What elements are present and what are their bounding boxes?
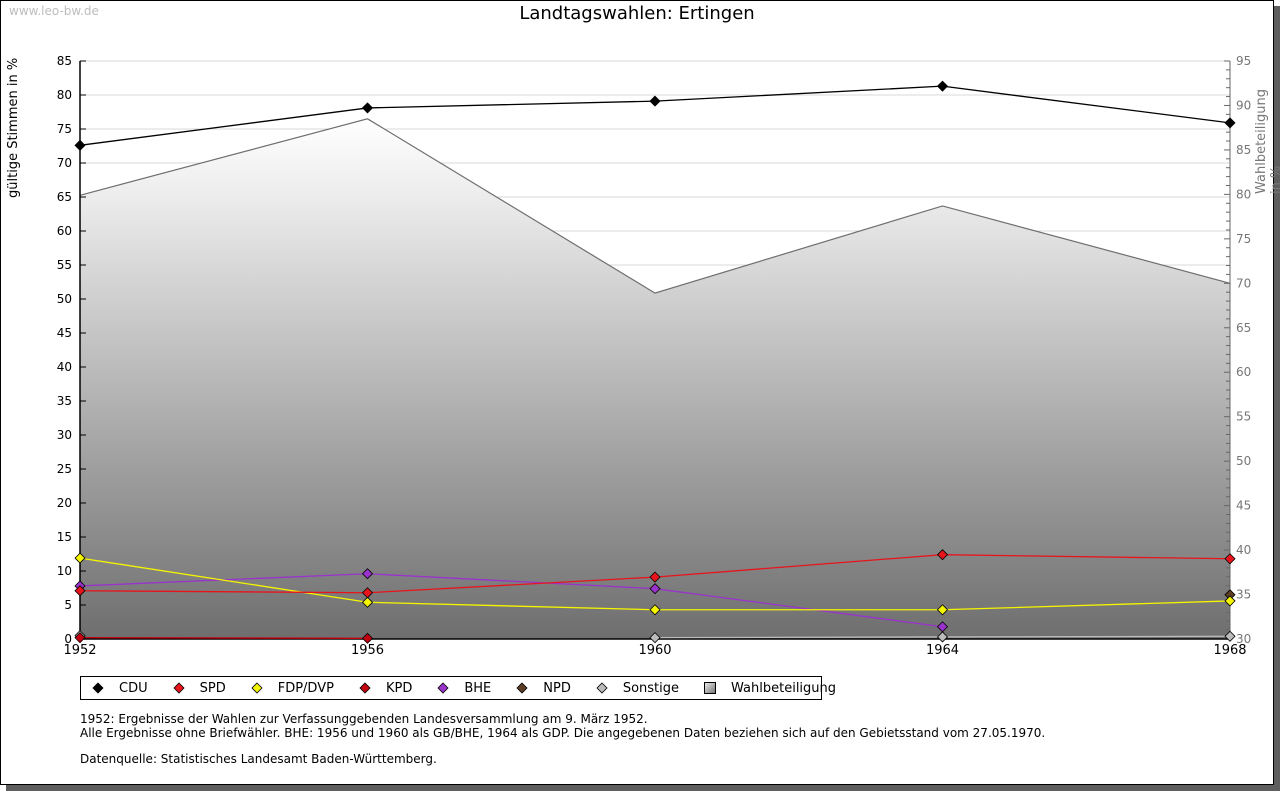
turnout-line bbox=[79, 118, 1231, 294]
legend-item-npd: NPD bbox=[515, 681, 571, 696]
x-tick-label: 1960 bbox=[638, 643, 671, 658]
y-tick-label-right: 50 bbox=[1236, 454, 1251, 468]
cdu-point bbox=[649, 95, 661, 107]
y-tick-label-right: 60 bbox=[1236, 365, 1251, 379]
y-tick-label-right: 95 bbox=[1236, 54, 1251, 68]
diamond-marker-icon bbox=[250, 681, 264, 695]
bhe-point bbox=[649, 583, 661, 595]
x-tick-label: 1956 bbox=[351, 643, 384, 658]
legend-label: KPD bbox=[385, 680, 413, 696]
legend-item-kpd: KPD bbox=[358, 681, 412, 696]
y-tick-label-left: 10 bbox=[57, 564, 72, 578]
diamond-marker-icon bbox=[515, 681, 529, 695]
y-tick-label-left: 5 bbox=[64, 598, 72, 612]
y-tick-label-right: 75 bbox=[1236, 232, 1251, 246]
y-tick-label-right: 65 bbox=[1236, 321, 1251, 335]
footnotes: 1952: Ergebnisse der Wahlen zur Verfassu… bbox=[80, 712, 1045, 766]
cdu-point bbox=[74, 139, 86, 151]
sonstige-point bbox=[649, 632, 661, 644]
fdpdvp-point bbox=[74, 552, 86, 564]
y-tick-label-right: 55 bbox=[1236, 410, 1251, 424]
diamond-marker-icon bbox=[436, 681, 450, 695]
legend-item-spd: SPD bbox=[172, 681, 226, 696]
y-tick-label-right: 80 bbox=[1236, 187, 1251, 201]
legend-label: SPD bbox=[199, 680, 226, 696]
legend-item-bhe: BHE bbox=[436, 681, 491, 696]
sonstige-point bbox=[936, 631, 949, 643]
y-tick-label-right: 40 bbox=[1236, 543, 1251, 557]
y-tick-label-right: 90 bbox=[1236, 98, 1251, 112]
bhe-point bbox=[361, 568, 374, 580]
fdpdvp-point bbox=[936, 604, 949, 616]
legend-label: Sonstige bbox=[622, 680, 680, 696]
legend-item-fdpdvp: FDP/DVP bbox=[250, 681, 334, 696]
footnote-general: Alle Ergebnisse ohne Briefwähler. BHE: 1… bbox=[80, 726, 1046, 740]
y-tick-label-left: 55 bbox=[57, 258, 72, 272]
spd-point bbox=[361, 587, 374, 599]
diamond-marker-icon bbox=[358, 681, 372, 695]
legend-label: CDU bbox=[119, 680, 148, 696]
spd-point bbox=[74, 585, 86, 597]
kpd-point bbox=[361, 632, 374, 644]
y-tick-label-left: 60 bbox=[57, 224, 72, 238]
y-tick-label-left: 15 bbox=[57, 530, 72, 544]
chart-title: Landtagswahlen: Ertingen bbox=[519, 3, 755, 24]
legend-item-sonstige: Sonstige bbox=[595, 681, 679, 696]
y-tick-label-right: 35 bbox=[1236, 588, 1251, 602]
cdu-point bbox=[1224, 117, 1236, 129]
y-tick-label-left: 35 bbox=[57, 394, 72, 408]
turnout-area bbox=[80, 118, 1230, 640]
chart-svg: 0 5 10 15 20 25 30 35 40 45 50 55 60 65 70 75 80 85 30 35 40… bbox=[57, 54, 1252, 658]
footnote-source: Datenquelle: Statistisches Landesamt Bad… bbox=[80, 752, 437, 766]
y-tick-label-left: 30 bbox=[57, 428, 72, 442]
cdu-point bbox=[936, 80, 949, 92]
y-tick-label-left: 70 bbox=[57, 156, 72, 170]
y-tick-label-left: 20 bbox=[57, 496, 72, 510]
legend-label: Wahlbeteiligung bbox=[731, 680, 837, 696]
diamond-marker-icon bbox=[595, 681, 609, 695]
legend-label: NPD bbox=[543, 680, 571, 696]
cdu-point bbox=[361, 102, 374, 114]
y-tick-label-left: 75 bbox=[57, 122, 72, 136]
y-tick-label-left: 25 bbox=[57, 462, 72, 476]
fdpdvp-point bbox=[649, 604, 661, 616]
x-tick-label: 1968 bbox=[1213, 643, 1246, 658]
spd-point bbox=[649, 571, 661, 583]
y-tick-label-left: 45 bbox=[57, 326, 72, 340]
y-tick-label-left: 80 bbox=[57, 88, 72, 102]
bhe-point bbox=[936, 621, 949, 633]
y-tick-label-left: 50 bbox=[57, 292, 72, 306]
y-tick-label-right: 30 bbox=[1236, 632, 1251, 646]
kpd-point bbox=[74, 632, 86, 644]
y-axis-left-label: gültige Stimmen in % bbox=[6, 57, 21, 198]
legend-label: BHE bbox=[464, 680, 492, 696]
legend-label: FDP/DVP bbox=[277, 680, 334, 696]
y-tick-label-right: 45 bbox=[1236, 499, 1251, 513]
legend-item-cdu: CDU bbox=[91, 681, 148, 696]
legend-item-wahlbeteiligung: Wahlbeteiligung bbox=[703, 681, 836, 696]
y-tick-label-left: 85 bbox=[57, 54, 72, 68]
kpd-line bbox=[79, 636, 368, 639]
x-tick-label: 1964 bbox=[926, 643, 959, 658]
y-tick-label-left: 0 bbox=[64, 632, 72, 646]
y-tick-label-right: 85 bbox=[1236, 143, 1251, 157]
sonstige-point bbox=[1224, 630, 1236, 642]
fdpdvp-point bbox=[361, 596, 374, 608]
x-tick-label: 1952 bbox=[63, 643, 96, 658]
watermark: www.leo-bw.de bbox=[9, 4, 99, 18]
square-swatch-icon bbox=[703, 681, 717, 695]
y-tick-label-right: 70 bbox=[1236, 276, 1251, 290]
footnote-1952: 1952: Ergebnisse der Wahlen zur Verfassu… bbox=[80, 712, 648, 726]
y-tick-label-left: 65 bbox=[57, 190, 72, 204]
spd-point bbox=[1224, 553, 1236, 565]
y-tick-label-left: 40 bbox=[57, 360, 72, 374]
fdpdvp-point bbox=[1224, 595, 1236, 607]
diamond-marker-icon bbox=[91, 681, 105, 695]
spd-point bbox=[936, 549, 949, 561]
y-axis-right-label: Wahlbeteiligung in % bbox=[1254, 88, 1280, 194]
diamond-marker-icon bbox=[172, 681, 186, 695]
legend: CDU SPD FDP/DVP KPD BHE NPD Sonstige Wahlbeteil… bbox=[80, 676, 836, 700]
